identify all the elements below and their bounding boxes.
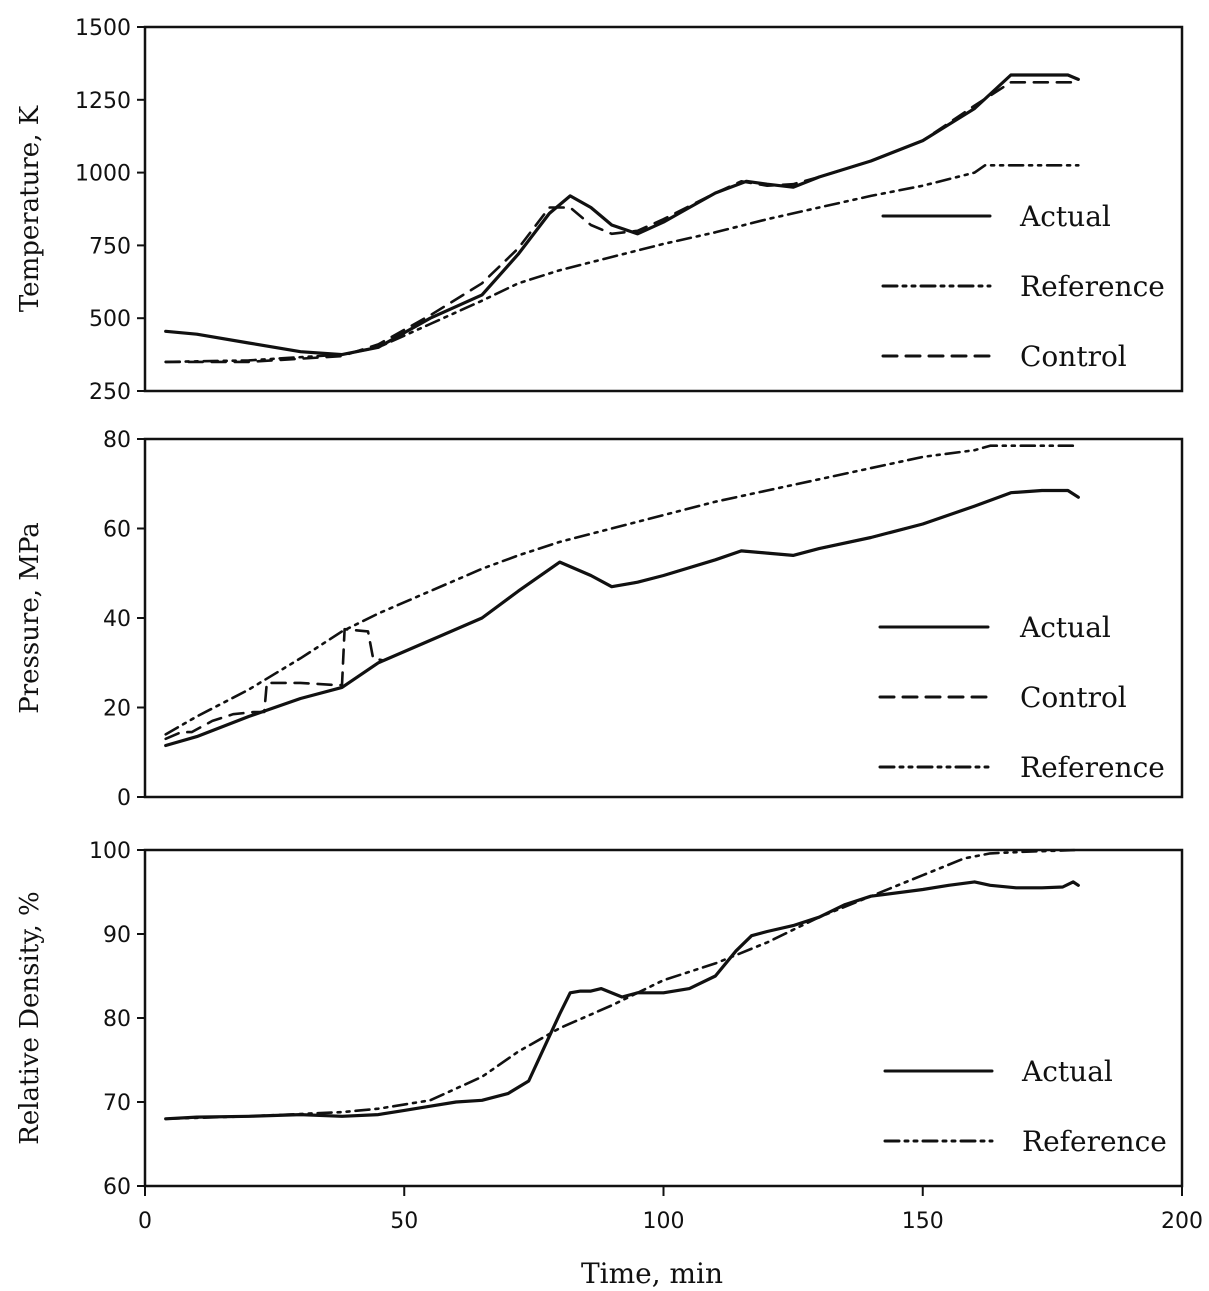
density-y-tick-label: 70 [103, 1091, 131, 1116]
temperature-plot-frame [143, 25, 1184, 393]
pressure-y-tick-label: 60 [103, 518, 131, 543]
legend-label-control: Control [1020, 340, 1127, 373]
temperature-y-axis-title: Temperature, K [15, 105, 45, 312]
x-tick-label: 100 [643, 1209, 685, 1234]
pressure-y-axis-title: Pressure, MPa [15, 522, 45, 714]
legend-label-actual: Actual [1021, 1055, 1113, 1088]
x-tick-label: 50 [390, 1209, 418, 1234]
legend-label-reference: Reference [1022, 1125, 1167, 1158]
density-y-tick-label: 60 [103, 1175, 131, 1200]
legend-label-reference: Reference [1020, 751, 1165, 784]
x-tick-label: 150 [902, 1209, 944, 1234]
pressure-y-tick-label: 80 [103, 428, 131, 453]
density-y-tick-label: 100 [89, 839, 131, 864]
temperature-y-tick-label: 750 [89, 234, 131, 259]
legend-label-actual: Actual [1019, 611, 1111, 644]
pressure-y-tick-label: 40 [103, 607, 131, 632]
density-y-axis-title: Relative Density, % [15, 891, 45, 1144]
pressure-y-tick-label: 20 [103, 697, 131, 722]
legend-label-reference: Reference [1020, 270, 1165, 303]
temperature-y-tick-label: 500 [89, 307, 131, 332]
temperature-y-tick-label: 1250 [75, 89, 131, 114]
x-tick-label: 0 [138, 1209, 152, 1234]
density-series-reference [164, 848, 1080, 1121]
temperature-series-control [164, 81, 1080, 364]
pressure-legend: Actual Control Reference [878, 611, 1165, 784]
time-x-axis-title: Time, min [581, 1257, 723, 1290]
density-y-tick-label: 90 [103, 923, 131, 948]
legend-label-control: Control [1020, 681, 1127, 714]
x-tick-label: 200 [1161, 1209, 1203, 1234]
pressure-series-reference [164, 444, 1080, 736]
temperature-y-tick-label: 1000 [75, 162, 131, 187]
pressure-series-control [164, 489, 1080, 741]
pressure-series-actual [164, 488, 1080, 748]
density-y-tick-label: 80 [103, 1007, 131, 1032]
temperature-legend: Actual Reference Control [881, 200, 1165, 373]
temperature-series-reference [164, 164, 1080, 364]
pressure-panel: Pressure, MPa 0 20 40 60 80 Actual Control R… [15, 428, 1184, 811]
density-panel: Relative Density, % 60 70 80 90 100 0 50 100 15… [15, 839, 1203, 1290]
temperature-y-tick-label: 1500 [75, 16, 131, 41]
legend-label-actual: Actual [1019, 200, 1111, 233]
temperature-panel: Temperature, K 250 500 750 1000 1250 1500 Act… [15, 16, 1184, 405]
pressure-y-tick-label: 0 [117, 786, 131, 811]
temperature-y-tick-label: 250 [89, 380, 131, 405]
density-series-actual [164, 880, 1080, 1121]
density-legend: Actual Reference [883, 1055, 1167, 1158]
